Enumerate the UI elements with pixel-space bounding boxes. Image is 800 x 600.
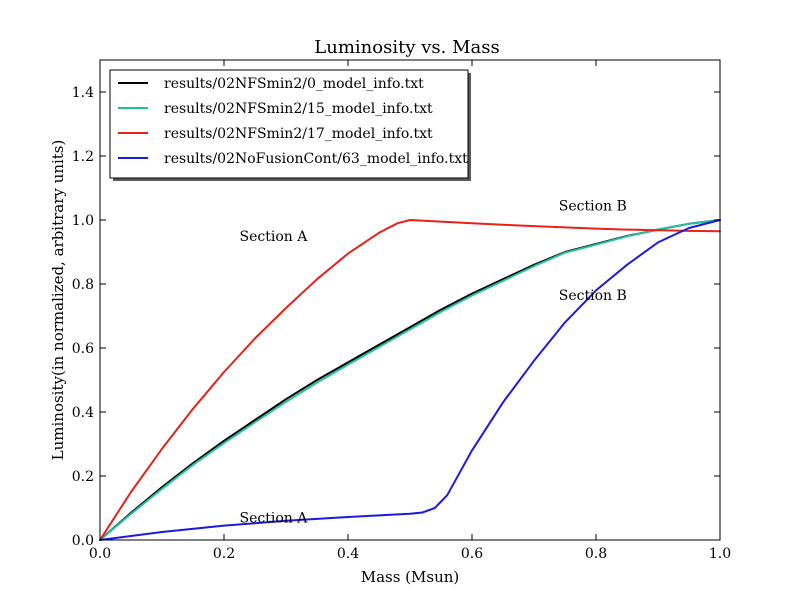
y-axis-label: Luminosity(in normalized, arbitrary unit… — [49, 140, 67, 461]
x-tick-label: 0.4 — [337, 546, 359, 562]
legend-label-3: results/02NoFusionCont/63_model_info.txt — [164, 151, 468, 167]
x-tick-label: 0.8 — [585, 546, 607, 562]
annotation-label: Section A — [240, 510, 309, 526]
y-tick-label: 0.2 — [72, 469, 94, 485]
legend: results/02NFSmin2/0_model_info.txtresult… — [109, 69, 471, 181]
plot-frame — [99, 59, 721, 541]
x-tick-label: 0.0 — [89, 546, 111, 562]
legend-label-2: results/02NFSmin2/17_model_info.txt — [164, 126, 433, 142]
legend-label-1: results/02NFSmin2/15_model_info.txt — [164, 101, 433, 117]
y-tick-label: 1.0 — [72, 213, 94, 229]
x-axis-label: Mass (Msun) — [361, 568, 460, 586]
legend-label-0: results/02NFSmin2/0_model_info.txt — [164, 76, 424, 92]
x-tick-label: 0.6 — [461, 546, 483, 562]
y-tick-label: 0.8 — [72, 277, 94, 293]
annotation-label: Section B — [559, 288, 627, 304]
y-tick-label: 1.2 — [72, 149, 94, 165]
annotation-layer: Section A Section B Section B Section A — [240, 198, 627, 526]
chart-title: Luminosity vs. Mass — [314, 37, 499, 58]
series-layer — [99, 219, 721, 541]
series-line-1 — [99, 219, 721, 541]
series-line-3 — [99, 219, 721, 541]
y-tick-label: 0.6 — [72, 341, 94, 357]
annotation-label: Section A — [240, 229, 309, 245]
y-tick-label: 1.4 — [72, 85, 94, 101]
y-tick-label: 0.4 — [72, 405, 94, 421]
x-tick-label: 0.2 — [213, 546, 235, 562]
series-line-0 — [99, 219, 721, 541]
annotation-label: Section B — [559, 198, 627, 214]
y-tick-label: 0.0 — [72, 533, 94, 549]
x-tick-label: 1.0 — [709, 546, 731, 562]
axes-layer: 0.0 0.2 0.4 0.6 0.8 1.0 0.0 0.2 0.4 0.6 0.8 1.0 1.2 1… — [72, 59, 731, 562]
legend-box — [109, 69, 469, 179]
series-line-2 — [99, 219, 721, 541]
